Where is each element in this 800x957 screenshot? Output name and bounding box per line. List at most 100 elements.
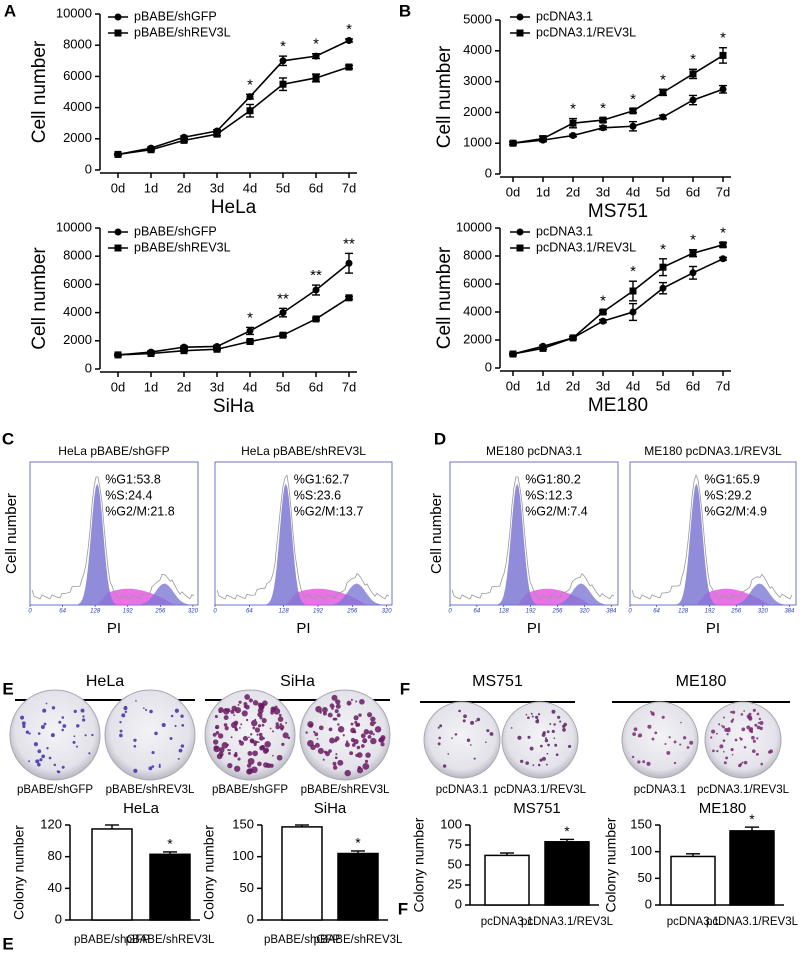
x-tick-label: pcDNA3.1 <box>667 916 719 928</box>
colony <box>637 735 640 738</box>
chart-title: SiHa <box>314 800 347 817</box>
colony <box>252 700 259 706</box>
flow-stat: %G1:53.8 <box>105 472 161 486</box>
y-tick-label: 10000 <box>56 219 92 234</box>
colony <box>253 740 258 745</box>
y-tick-label: 8000 <box>463 247 492 262</box>
significance: * <box>570 101 576 118</box>
x-tick-label: 6d <box>686 378 700 393</box>
x-tick-label: 3d <box>596 378 610 393</box>
y-tick-label: 2000 <box>463 104 492 119</box>
histogram-shape <box>76 483 119 605</box>
plate-label: pcDNA3.1/REV3L <box>494 784 587 796</box>
y-tick-label: 75 <box>448 836 462 851</box>
colony <box>336 713 341 718</box>
colony <box>328 749 332 753</box>
y-tick-label: 0 <box>455 896 462 911</box>
marker <box>312 52 320 60</box>
colony <box>75 745 78 748</box>
colony <box>350 698 353 701</box>
colony <box>282 732 289 739</box>
colony <box>329 703 335 708</box>
colony <box>259 716 263 720</box>
colony <box>21 721 26 726</box>
y-tick-label: 8000 <box>63 248 92 263</box>
x-tick-label: 3d <box>596 184 610 199</box>
x-tick-label: pBABE/shGFP <box>264 934 340 946</box>
plate <box>704 701 782 779</box>
colony <box>58 720 62 724</box>
significance: * <box>600 100 606 117</box>
colony <box>547 743 550 747</box>
x-tick-label: 0 <box>28 609 32 615</box>
colony <box>256 733 259 736</box>
colony <box>40 725 45 730</box>
colony <box>22 724 26 729</box>
plot-area <box>629 461 797 606</box>
colony <box>359 699 365 705</box>
colony <box>133 738 137 742</box>
marker <box>279 309 287 317</box>
colony <box>287 736 291 740</box>
colony <box>344 769 351 777</box>
colony <box>722 750 725 753</box>
colony <box>240 723 243 726</box>
marker <box>180 347 188 355</box>
colony <box>442 764 447 768</box>
colony <box>360 744 365 748</box>
x-tick-label: 128 <box>678 609 689 615</box>
colony <box>686 746 690 749</box>
histogram-shape <box>727 583 791 605</box>
colony <box>462 719 466 723</box>
colony <box>50 733 55 738</box>
colony <box>272 730 275 733</box>
colony <box>473 757 476 760</box>
y-tick-label: 3000 <box>463 73 492 88</box>
x-tick-label: 4d <box>243 379 257 394</box>
colony <box>250 733 253 736</box>
colony <box>725 756 729 760</box>
colony <box>259 702 265 708</box>
colony <box>247 751 253 756</box>
marker <box>312 74 320 82</box>
flow-title: HeLa pBABE/shREV3L <box>241 444 366 458</box>
colony <box>119 733 123 738</box>
flow-stat: %G2/M:13.7 <box>294 504 364 518</box>
colony <box>517 735 522 740</box>
colony <box>252 726 256 730</box>
marker <box>509 350 517 358</box>
x-axis-label: PI <box>706 620 720 637</box>
marker <box>345 259 353 267</box>
colony <box>539 758 543 762</box>
y-tick-label: 50 <box>638 870 652 885</box>
marker <box>719 85 727 93</box>
y-tick-label: 50 <box>448 856 462 871</box>
colony <box>666 751 671 755</box>
chart-title: HeLa <box>123 800 160 817</box>
colony <box>239 740 245 746</box>
bar <box>670 855 716 906</box>
x-tick-label: 64 <box>246 609 253 615</box>
legend-label: pcDNA3.1 <box>536 224 593 238</box>
marker <box>279 80 287 88</box>
y-tick-label: 100 <box>232 848 254 863</box>
colony <box>740 713 744 716</box>
colony <box>365 752 371 758</box>
colony <box>536 718 539 721</box>
x-axis-label: PI <box>107 620 121 637</box>
legend-marker <box>516 228 524 236</box>
colony <box>345 740 349 743</box>
colony <box>135 700 137 702</box>
y-axis-label: Colony number <box>11 825 27 920</box>
panel-label: A <box>4 1 16 20</box>
colony <box>170 714 174 718</box>
colony <box>45 702 48 705</box>
x-tick-label: 7d <box>716 184 730 199</box>
flow-stat: %G1:65.9 <box>704 472 760 486</box>
colony <box>260 745 265 750</box>
colony <box>489 732 494 736</box>
significance: * <box>660 241 666 258</box>
colony <box>181 723 185 727</box>
colony <box>755 752 759 756</box>
